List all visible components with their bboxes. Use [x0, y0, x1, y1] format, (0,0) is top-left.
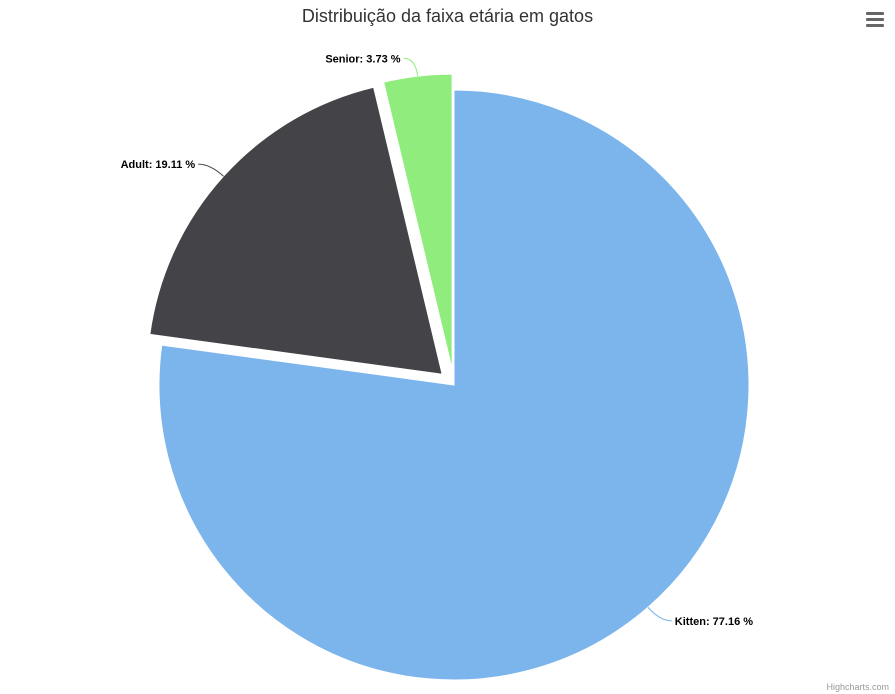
- connector-senior: [403, 57, 419, 77]
- connector-kitten: [647, 606, 672, 622]
- hamburger-menu-icon: [866, 12, 884, 15]
- pie-slice-adult[interactable]: [149, 86, 443, 375]
- data-label-senior: Senior: 3.73 %: [325, 53, 400, 65]
- chart-title: Distribuição da faixa etária em gatos: [301, 6, 594, 26]
- credits-link[interactable]: Highcharts.com: [826, 682, 889, 692]
- connector-adult: [198, 163, 224, 177]
- pie-slice-senior[interactable]: [383, 73, 453, 370]
- chart-menu-button[interactable]: [864, 10, 886, 30]
- data-label-kitten: Kitten: 77.16 %: [675, 616, 753, 628]
- data-label-adult: Adult: 19.11 %: [121, 159, 196, 171]
